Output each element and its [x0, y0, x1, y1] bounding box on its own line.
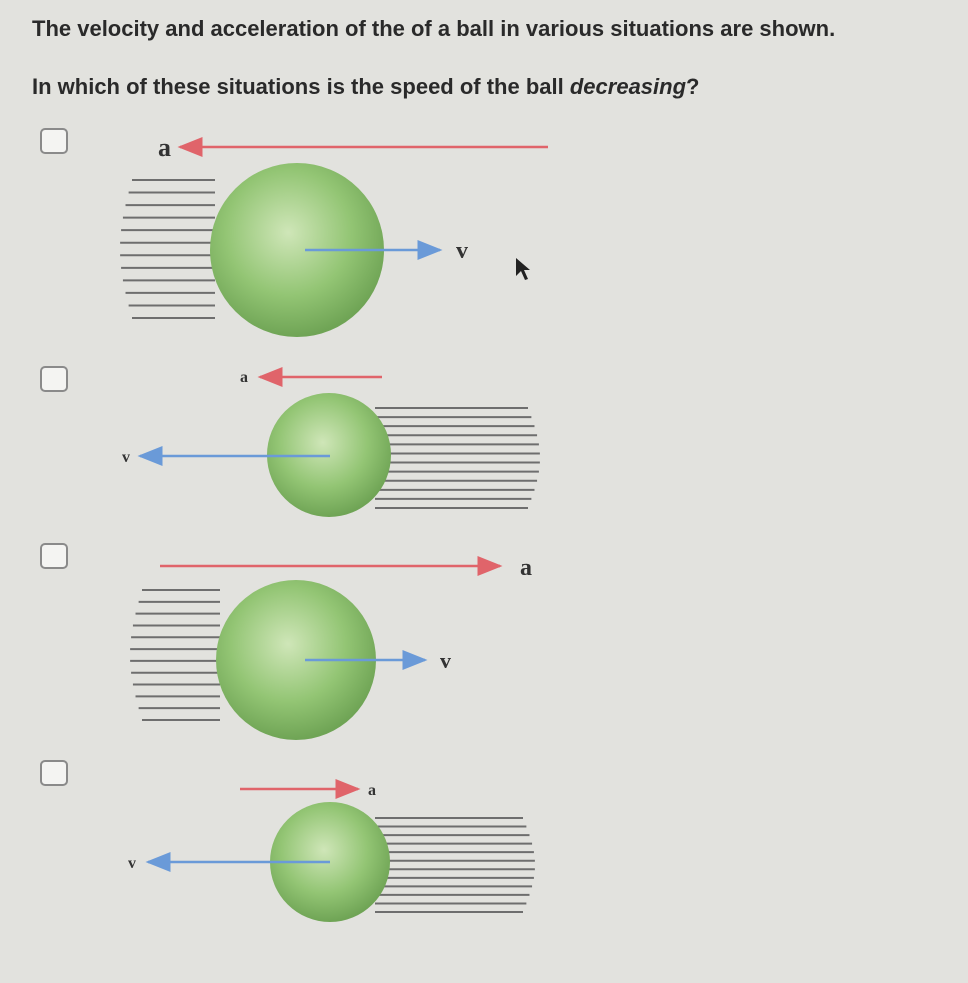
option-2-checkbox[interactable] — [40, 366, 68, 392]
acceleration-label: a — [368, 782, 376, 799]
acceleration-label: a — [520, 555, 532, 581]
option-3-checkbox[interactable] — [40, 543, 68, 569]
prompt-emphasis: decreasing — [569, 74, 687, 99]
velocity-label: v — [128, 855, 136, 872]
prompt-text: In which of these situations is the spee… — [32, 74, 570, 99]
acceleration-label: a — [158, 133, 171, 162]
question-prompt: In which of these situations is the spee… — [32, 74, 699, 100]
question-intro: The velocity and acceleration of the of … — [32, 16, 836, 41]
mouse-cursor-icon — [516, 258, 530, 280]
velocity-label: v — [456, 238, 468, 264]
acceleration-label: a — [240, 369, 248, 386]
velocity-label: v — [440, 648, 451, 673]
prompt-end: ? — [686, 74, 700, 99]
ball — [216, 580, 376, 740]
velocity-label: v — [122, 449, 130, 466]
option-1-checkbox[interactable] — [40, 128, 68, 154]
option-4-checkbox[interactable] — [40, 760, 68, 786]
ball — [210, 163, 384, 337]
